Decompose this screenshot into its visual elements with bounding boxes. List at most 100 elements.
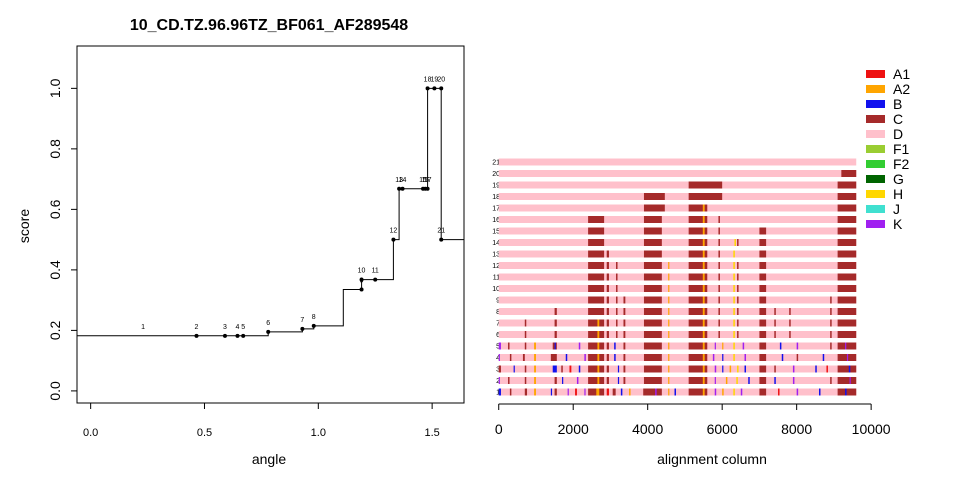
subtype-segment: [668, 331, 670, 338]
subtype-segment: [846, 354, 849, 361]
point-marker: [432, 86, 437, 91]
base-bar: [498, 239, 857, 246]
subtype-segment: [643, 296, 662, 304]
subtype-segment: [759, 354, 767, 361]
legend-label: G: [893, 171, 904, 187]
x-tick-label: 4000: [632, 421, 663, 437]
row-label: 4: [496, 355, 500, 362]
subtype-segment: [606, 319, 609, 327]
subtype-segment: [597, 319, 600, 327]
point-label: 3: [223, 324, 227, 331]
subtype-segment: [668, 354, 670, 361]
subtype-segment: [597, 377, 600, 384]
subtype-segment: [837, 285, 857, 292]
subtype-segment: [623, 365, 626, 373]
subtype-segment: [688, 342, 708, 350]
subtype-segment: [733, 319, 735, 327]
subtype-segment: [606, 342, 609, 350]
legend-swatch: [866, 145, 885, 153]
subtype-segment: [643, 273, 662, 281]
subtype-segment: [702, 296, 705, 304]
subtype-segment: [688, 262, 708, 269]
subtype-segment: [789, 308, 791, 315]
point-label: 13: [395, 177, 403, 184]
subtype-segment: [522, 354, 525, 361]
subtype-segment: [643, 365, 662, 373]
subtype-segment: [668, 342, 670, 350]
subtype-segment: [837, 331, 857, 338]
subtype-segment: [643, 204, 665, 212]
point-label: 5: [241, 324, 245, 331]
subtype-segment: [714, 377, 716, 384]
subtype-segment: [588, 365, 605, 373]
subtype-segment: [597, 365, 600, 373]
x-tick-label: 1.0: [311, 427, 326, 439]
score-step-plot: 10_CD.TZ.96.96TZ_BF061_AF289548 0.0 0.5 1.…: [16, 17, 465, 467]
base-bar: [498, 250, 857, 258]
subtype-segment: [837, 216, 857, 223]
subtype-segment: [702, 365, 705, 373]
subtype-segment: [550, 354, 557, 361]
subtype-segment: [643, 331, 662, 338]
y-axis-label: score: [16, 209, 32, 243]
x-tick-label: 8000: [781, 421, 812, 437]
point-label: 19: [431, 76, 439, 83]
y-tick-label: 0.6: [47, 199, 63, 219]
subtype-segment: [718, 308, 720, 315]
point-label: 17: [424, 177, 432, 184]
subtype-segment: [837, 308, 857, 315]
subtype-segment: [796, 354, 799, 361]
subtype-segment: [722, 388, 724, 396]
subtype-segment: [759, 227, 767, 235]
subtype-segment: [643, 308, 662, 315]
subtype-segment: [830, 319, 832, 327]
legend-label: D: [893, 126, 903, 142]
subtype-segment: [729, 365, 732, 373]
subtype-segment: [524, 377, 527, 384]
subtype-segment: [588, 250, 605, 258]
point-label: 10: [358, 268, 366, 275]
subtype-segment: [837, 377, 857, 384]
subtype-segment: [524, 342, 527, 350]
subtype-segment: [616, 273, 618, 281]
subtype-segment: [849, 377, 851, 384]
subtype-segment: [774, 377, 776, 384]
subtype-segment: [623, 319, 626, 327]
subtype-segment: [597, 342, 600, 350]
subtype-segment: [588, 285, 605, 292]
subtype-segment: [606, 388, 609, 396]
subtype-segment: [837, 227, 857, 235]
subtype-segment: [623, 308, 626, 315]
subtype-segment: [643, 239, 662, 246]
subtype-segment: [759, 296, 767, 304]
subtype-segment: [554, 388, 557, 396]
x-tick-label: 6000: [707, 421, 738, 437]
row-label: 8: [496, 309, 500, 316]
point-marker: [300, 326, 305, 331]
subtype-segment: [617, 365, 620, 373]
subtype-segment: [759, 273, 767, 281]
point-label: 8: [312, 314, 316, 321]
subtype-segment: [562, 377, 564, 384]
subtype-segment: [759, 308, 767, 315]
subtype-segment: [534, 354, 536, 361]
subtype-segment: [643, 227, 662, 235]
subtype-segment: [712, 354, 715, 361]
base-bar: [498, 331, 857, 338]
point-marker: [439, 86, 444, 91]
point-marker: [235, 333, 240, 338]
subtype-segment: [733, 262, 735, 269]
base-bar: [498, 285, 857, 292]
base-bar: [498, 308, 857, 315]
subtype-segment: [830, 296, 832, 304]
subtype-segment: [643, 193, 665, 200]
subtype-segment: [569, 365, 572, 373]
point-label: 7: [300, 317, 304, 324]
subtype-segment: [524, 331, 527, 338]
subtype-segment: [830, 308, 832, 315]
subtype-segment: [688, 308, 708, 315]
subtype-segment: [702, 354, 705, 361]
subtype-segment: [759, 319, 767, 327]
subtype-segment: [668, 319, 670, 327]
